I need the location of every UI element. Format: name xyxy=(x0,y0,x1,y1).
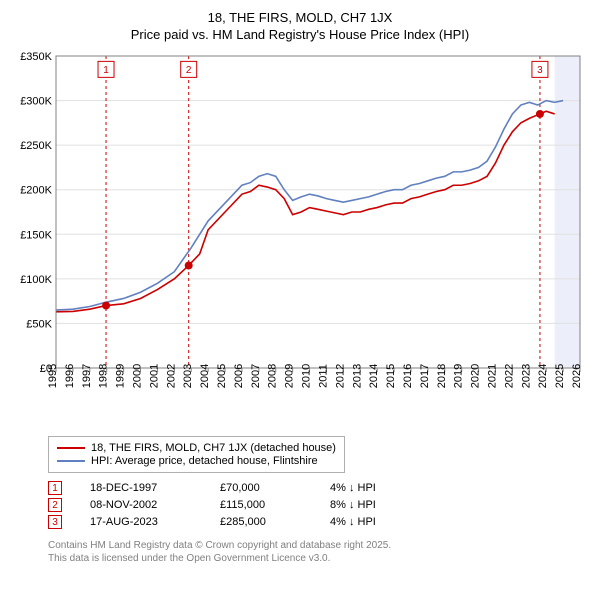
x-tick-label: 2002 xyxy=(165,364,177,388)
x-tick-label: 2005 xyxy=(216,364,228,388)
sale-point xyxy=(185,261,193,269)
sales-date: 08-NOV-2002 xyxy=(90,499,220,511)
y-tick-label: £250K xyxy=(20,140,52,152)
x-tick-label: 1999 xyxy=(115,364,127,388)
footer-line-2: This data is licensed under the Open Gov… xyxy=(48,552,590,565)
x-tick-label: 2018 xyxy=(436,364,448,388)
y-tick-label: £300K xyxy=(20,96,52,108)
series-property xyxy=(56,111,555,312)
sales-price: £70,000 xyxy=(220,482,330,494)
x-tick-label: 2016 xyxy=(402,364,414,388)
sales-row: 2 08-NOV-2002£115,0008% ↓ HPI xyxy=(48,498,590,512)
x-tick-label: 2021 xyxy=(486,364,498,388)
x-tick-label: 1995 xyxy=(47,364,59,388)
x-tick-label: 2024 xyxy=(537,364,549,388)
marker-number: 1 xyxy=(103,65,109,76)
x-tick-label: 2020 xyxy=(470,364,482,388)
legend-item: 18, THE FIRS, MOLD, CH7 1JX (detached ho… xyxy=(57,442,336,454)
sales-diff: 8% ↓ HPI xyxy=(330,499,420,511)
legend-item: HPI: Average price, detached house, Flin… xyxy=(57,455,336,467)
x-tick-label: 2001 xyxy=(148,364,160,388)
title-block: 18, THE FIRS, MOLD, CH7 1JX Price paid v… xyxy=(10,10,590,42)
x-tick-label: 2007 xyxy=(250,364,262,388)
x-tick-label: 1996 xyxy=(64,364,76,388)
footer-line-1: Contains HM Land Registry data © Crown c… xyxy=(48,539,590,552)
chart-subtitle: Price paid vs. HM Land Registry's House … xyxy=(10,27,590,42)
sales-date: 17-AUG-2023 xyxy=(90,516,220,528)
x-tick-label: 2012 xyxy=(334,364,346,388)
x-tick-label: 2025 xyxy=(554,364,566,388)
x-tick-label: 2015 xyxy=(385,364,397,388)
line-chart-svg: £0£50K£100K£150K£200K£250K£300K£350K1231… xyxy=(10,48,590,428)
sales-diff: 4% ↓ HPI xyxy=(330,482,420,494)
sales-date: 18-DEC-1997 xyxy=(90,482,220,494)
sales-marker: 1 xyxy=(48,481,62,495)
y-tick-label: £350K xyxy=(20,51,52,63)
sale-point xyxy=(536,110,544,118)
marker-number: 2 xyxy=(186,65,192,76)
sales-row: 1 18-DEC-1997£70,0004% ↓ HPI xyxy=(48,481,590,495)
legend-label: HPI: Average price, detached house, Flin… xyxy=(91,455,318,467)
sales-price: £285,000 xyxy=(220,516,330,528)
sale-point xyxy=(102,302,110,310)
legend-label: 18, THE FIRS, MOLD, CH7 1JX (detached ho… xyxy=(91,442,336,454)
sales-marker: 2 xyxy=(48,498,62,512)
attribution-footer: Contains HM Land Registry data © Crown c… xyxy=(48,539,590,565)
x-tick-label: 1998 xyxy=(98,364,110,388)
x-tick-label: 2013 xyxy=(351,364,363,388)
future-band xyxy=(555,56,580,368)
x-tick-label: 2006 xyxy=(233,364,245,388)
sales-diff: 4% ↓ HPI xyxy=(330,516,420,528)
x-tick-label: 2010 xyxy=(301,364,313,388)
x-tick-label: 2023 xyxy=(520,364,532,388)
legend-swatch xyxy=(57,460,85,462)
x-tick-label: 2000 xyxy=(132,364,144,388)
x-tick-label: 2004 xyxy=(199,364,211,388)
y-tick-label: £150K xyxy=(20,229,52,241)
legend: 18, THE FIRS, MOLD, CH7 1JX (detached ho… xyxy=(48,436,345,473)
x-tick-label: 1997 xyxy=(81,364,93,388)
x-tick-label: 2014 xyxy=(368,364,380,388)
x-tick-label: 2003 xyxy=(182,364,194,388)
x-tick-label: 2008 xyxy=(267,364,279,388)
x-tick-label: 2022 xyxy=(503,364,515,388)
y-tick-label: £50K xyxy=(26,318,52,330)
x-tick-label: 2019 xyxy=(453,364,465,388)
y-tick-label: £100K xyxy=(20,274,52,286)
y-tick-label: £200K xyxy=(20,185,52,197)
chart-title: 18, THE FIRS, MOLD, CH7 1JX xyxy=(10,10,590,25)
x-tick-label: 2009 xyxy=(284,364,296,388)
sales-row: 3 17-AUG-2023£285,0004% ↓ HPI xyxy=(48,515,590,529)
legend-swatch xyxy=(57,447,85,449)
sales-marker: 3 xyxy=(48,515,62,529)
x-tick-label: 2017 xyxy=(419,364,431,388)
x-tick-label: 2011 xyxy=(317,364,329,388)
chart-area: £0£50K£100K£150K£200K£250K£300K£350K1231… xyxy=(10,48,590,428)
x-tick-label: 2026 xyxy=(571,364,583,388)
sales-table: 118-DEC-1997£70,0004% ↓ HPI208-NOV-2002£… xyxy=(48,481,590,529)
sales-price: £115,000 xyxy=(220,499,330,511)
plot-border xyxy=(56,56,580,368)
marker-number: 3 xyxy=(537,65,543,76)
